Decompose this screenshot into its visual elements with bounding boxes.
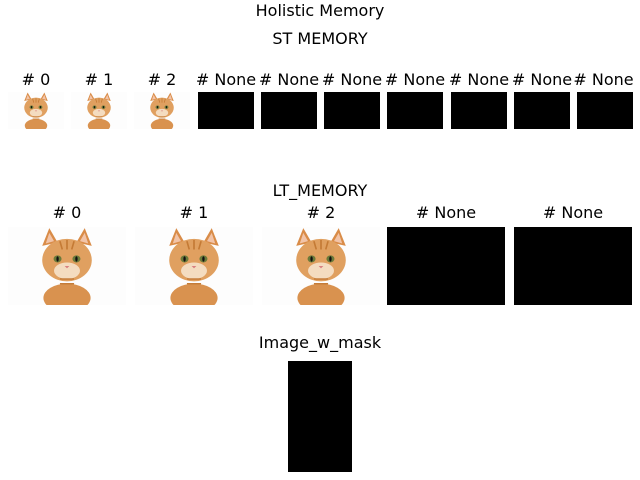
cat-image xyxy=(135,227,253,305)
lt-slot-label: # None xyxy=(542,203,604,222)
st-slot-label: # 2 xyxy=(147,70,177,89)
st-slot-label: # None xyxy=(448,70,510,89)
cat-image xyxy=(134,92,190,129)
lt-slot-empty xyxy=(514,227,632,305)
st-slot-label: # None xyxy=(321,70,383,89)
st-slot-empty xyxy=(198,92,254,129)
lt-memory-title: LT_MEMORY xyxy=(272,181,368,200)
lt-slot-label: # 0 xyxy=(52,203,82,222)
lt-slot-cat-image xyxy=(8,227,126,305)
st-slot-label: # None xyxy=(195,70,257,89)
figure-title: Holistic Memory xyxy=(255,1,385,20)
st-slot-cat-image xyxy=(134,92,190,129)
st-slot-label: # None xyxy=(384,70,446,89)
st-slot-cat-image xyxy=(8,92,64,129)
st-slot-label: # None xyxy=(511,70,573,89)
lt-slot-label: # None xyxy=(415,203,477,222)
lt-slot-cat-image xyxy=(135,227,253,305)
lt-slot-label: # 1 xyxy=(179,203,209,222)
st-memory-title: ST MEMORY xyxy=(272,29,368,48)
st-slot-empty xyxy=(451,92,507,129)
st-slot-label: # None xyxy=(258,70,320,89)
st-slot-label: # 1 xyxy=(84,70,114,89)
st-slot-empty xyxy=(261,92,317,129)
st-slot-empty xyxy=(514,92,570,129)
mask-image xyxy=(288,361,352,472)
lt-slot-label: # 2 xyxy=(306,203,336,222)
st-slot-empty xyxy=(387,92,443,129)
lt-slot-cat-image xyxy=(262,227,380,305)
st-slot-label: # None xyxy=(573,70,634,89)
st-slot-empty xyxy=(577,92,633,129)
st-slot-label: # 0 xyxy=(21,70,51,89)
cat-image xyxy=(8,227,126,305)
lt-slot-empty xyxy=(387,227,505,305)
st-slot-cat-image xyxy=(71,92,127,129)
cat-image xyxy=(8,92,64,129)
cat-image xyxy=(71,92,127,129)
image-w-mask-title: Image_w_mask xyxy=(258,333,382,352)
cat-image xyxy=(262,227,380,305)
st-slot-empty xyxy=(324,92,380,129)
